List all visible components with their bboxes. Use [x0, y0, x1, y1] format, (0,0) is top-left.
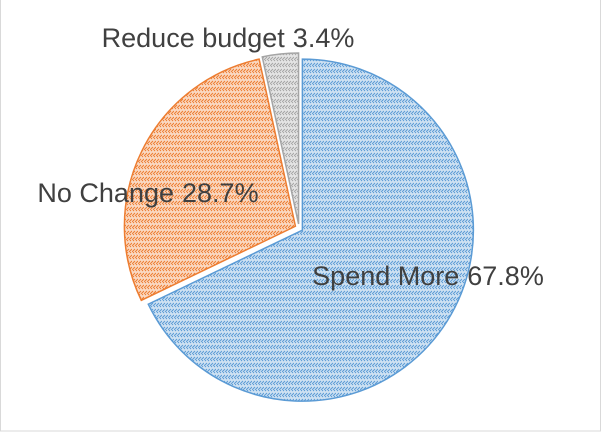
- slice-value: 3.4%: [293, 23, 355, 53]
- pie-slice: [123, 58, 297, 302]
- data-label: Spend More 67.8%: [312, 261, 544, 291]
- slice-value: 28.7%: [182, 178, 259, 208]
- slice-name: Reduce budget: [102, 23, 286, 53]
- data-label: Reduce budget 3.4%: [102, 23, 355, 53]
- slice-name: No Change: [37, 178, 174, 208]
- slice-name: Spend More: [312, 261, 459, 291]
- pie-slice: [261, 52, 300, 225]
- data-label: No Change 28.7%: [37, 178, 258, 208]
- labels: Spend More 67.8% No Change 28.7% Reduce budg…: [37, 23, 543, 291]
- pie-slice: [147, 58, 475, 402]
- pie: [123, 52, 475, 402]
- slice-value: 67.8%: [467, 261, 544, 291]
